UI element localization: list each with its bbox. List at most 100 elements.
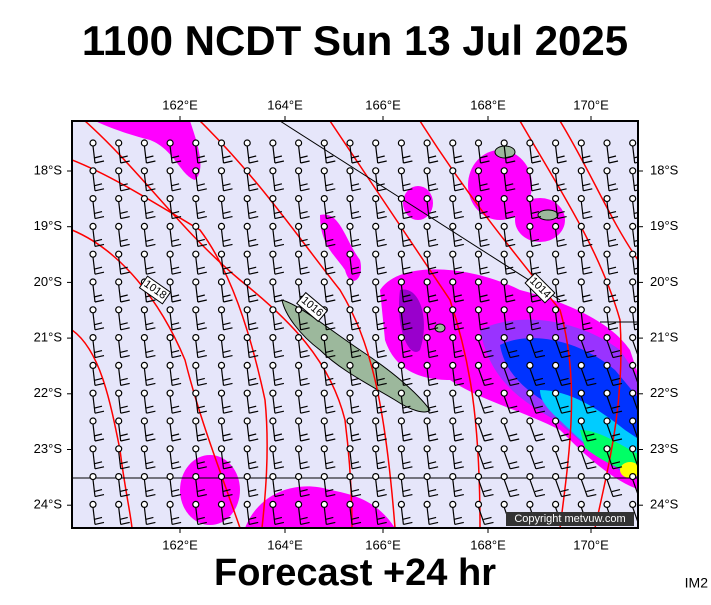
barb-station xyxy=(423,334,431,342)
barb-staff xyxy=(349,257,353,275)
wind-barb xyxy=(166,361,182,386)
barb-feather xyxy=(556,322,565,326)
barb-feather xyxy=(612,466,623,470)
barb-feather xyxy=(326,271,336,275)
barb-feather xyxy=(510,438,520,442)
barb-feather xyxy=(428,521,439,525)
wind-barb xyxy=(474,278,490,303)
barb-staff xyxy=(323,145,327,164)
barb-feather xyxy=(170,183,180,187)
barb-station xyxy=(603,417,611,425)
barb-feather xyxy=(94,216,105,220)
wind-barb xyxy=(166,278,182,303)
wind-barb xyxy=(423,278,439,303)
wind-barb xyxy=(166,500,182,525)
barb-station xyxy=(474,334,483,342)
barb-staff xyxy=(580,173,584,191)
barb-staff xyxy=(298,368,302,386)
wind-barb xyxy=(320,139,336,164)
barb-feather xyxy=(145,238,154,242)
wind-barb xyxy=(115,473,130,498)
barb-station xyxy=(397,445,405,453)
barb-station xyxy=(474,250,483,258)
barb-station xyxy=(577,389,585,397)
barb-feather xyxy=(299,516,308,520)
barb-feather xyxy=(222,183,231,187)
barb-station xyxy=(295,500,303,508)
barb-station xyxy=(346,222,354,230)
barb-staff xyxy=(555,257,559,275)
barb-feather xyxy=(587,410,597,414)
barb-feather xyxy=(248,489,257,493)
barb-feather xyxy=(94,521,105,525)
barb-station xyxy=(526,222,534,230)
barb-feather xyxy=(350,183,360,187)
lon-label: 164°E xyxy=(267,97,303,112)
barb-station xyxy=(243,473,251,481)
barb-feather xyxy=(560,461,569,465)
barb-feather xyxy=(480,188,490,192)
barb-staff xyxy=(272,173,276,191)
barb-feather xyxy=(453,238,462,242)
wind-barb xyxy=(192,306,207,331)
lat-label: 23°S xyxy=(650,441,679,456)
barb-feather xyxy=(222,266,231,270)
wind-barb xyxy=(500,361,520,386)
barb-feather xyxy=(171,243,182,247)
wind-barb xyxy=(346,389,362,414)
wind-barb xyxy=(372,417,387,442)
wind-barb xyxy=(526,334,546,359)
barb-staff xyxy=(477,423,486,442)
wind-barb xyxy=(397,195,413,220)
barb-staff xyxy=(92,340,96,358)
barb-feather xyxy=(587,466,597,470)
wind-barb xyxy=(115,445,130,470)
barb-staff xyxy=(298,145,302,164)
barb-station xyxy=(115,306,123,314)
barb-feather xyxy=(299,377,308,381)
barb-feather xyxy=(93,516,103,520)
barb-feather xyxy=(454,216,464,220)
wind-barb xyxy=(295,473,310,498)
barb-feather xyxy=(196,350,205,354)
barb-staff xyxy=(555,145,559,164)
barb-feather xyxy=(197,271,207,275)
barb-feather xyxy=(535,494,546,498)
barb-feather xyxy=(94,271,105,275)
wind-barb xyxy=(320,417,336,442)
barb-staff xyxy=(426,368,430,386)
title: 1100 NCDT Sun 13 Jul 2025 xyxy=(82,17,628,64)
barb-staff xyxy=(246,257,250,275)
barb-staff xyxy=(452,423,456,442)
barb-feather xyxy=(377,494,387,498)
barb-station xyxy=(166,445,174,453)
wind-barb xyxy=(140,195,156,220)
barb-staff xyxy=(195,284,199,303)
barb-feather xyxy=(611,405,621,409)
barb-feather xyxy=(509,461,518,465)
barb-feather xyxy=(480,216,490,220)
wind-barb xyxy=(320,222,336,247)
barb-staff xyxy=(349,284,353,303)
barb-station xyxy=(166,278,174,286)
barb-feather xyxy=(171,327,182,331)
barb-staff xyxy=(632,229,636,247)
barb-staff xyxy=(298,257,302,275)
barb-feather xyxy=(94,382,105,386)
barb-feather xyxy=(120,327,130,331)
barb-staff xyxy=(195,479,199,497)
barb-feather xyxy=(350,489,360,493)
barb-staff xyxy=(246,229,250,247)
barb-feather xyxy=(248,516,257,520)
wind-barb xyxy=(269,139,285,164)
barb-feather xyxy=(299,433,308,437)
barb-station xyxy=(474,278,483,286)
barb-feather xyxy=(530,155,540,159)
barb-station xyxy=(243,278,251,286)
barb-feather xyxy=(582,322,591,326)
barb-staff xyxy=(606,368,614,386)
barb-feather xyxy=(531,243,542,247)
barb-feather xyxy=(196,489,205,493)
barb-station xyxy=(449,500,457,508)
barb-staff xyxy=(426,229,430,247)
